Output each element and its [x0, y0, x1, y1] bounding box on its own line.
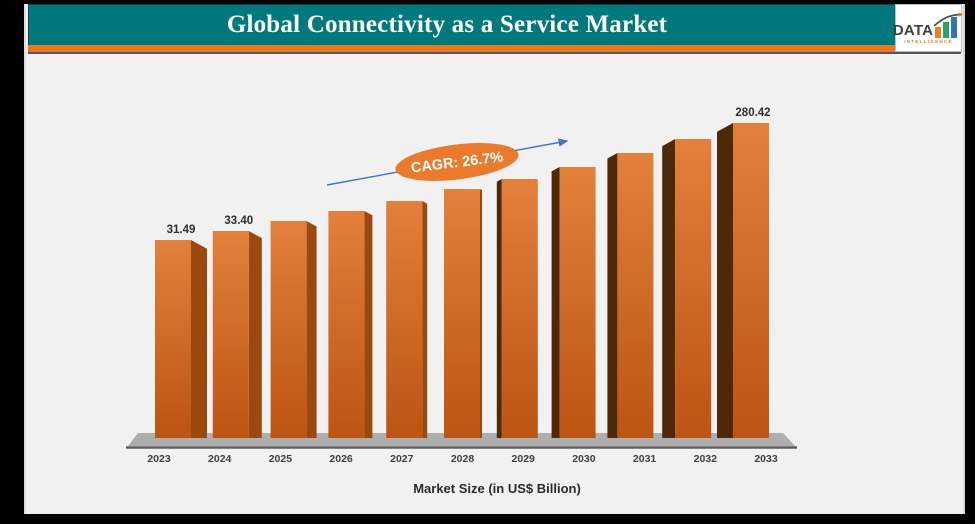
bar-2033: 280.42	[717, 107, 771, 438]
bar-front-face	[270, 221, 307, 438]
bar-front-face	[328, 211, 365, 438]
bar-front-face	[155, 240, 191, 438]
x-tick-2028: 2028	[451, 453, 475, 465]
bar-2029	[496, 179, 538, 438]
bar-front-face	[386, 201, 423, 438]
bar-2025	[270, 221, 317, 438]
bar-side-face	[496, 179, 502, 438]
bar-front-face	[733, 123, 769, 438]
logo-bars-icon	[934, 12, 963, 38]
bar-front-face	[444, 189, 480, 438]
bar-side-face	[191, 240, 207, 438]
bar-side-face	[422, 201, 428, 438]
cagr-ellipse	[395, 143, 519, 181]
bar-side-face	[306, 221, 317, 438]
bar-2024: 33.40	[212, 215, 262, 438]
bar-front-face	[675, 139, 712, 438]
cagr-badge: CAGR: 26.7%	[395, 143, 519, 181]
x-tick-2033: 2033	[754, 453, 778, 465]
logo-subtext: INTELLIGENCE	[904, 39, 953, 45]
bar-front-face	[617, 153, 654, 438]
banner-accent-stripe	[28, 45, 961, 54]
x-tick-2032: 2032	[694, 453, 718, 465]
bar-2031	[607, 153, 654, 438]
x-tick-2024: 2024	[208, 453, 232, 465]
bar-side-face	[248, 231, 262, 438]
x-tick-2030: 2030	[572, 453, 596, 465]
bar-value-label: 280.42	[735, 107, 770, 119]
title-banner: Global Connectivity as a Service Market	[28, 4, 961, 45]
x-tick-2031: 2031	[633, 453, 657, 465]
bar-front-face	[501, 179, 538, 438]
brand-logo: DATA INTELLIGENCE	[893, 4, 963, 52]
bar-2028	[444, 189, 482, 438]
x-tick-2025: 2025	[269, 453, 293, 465]
bar-2026	[328, 211, 373, 438]
bar-front-face	[212, 231, 249, 438]
slide: Global Connectivity as a Service Market …	[26, 4, 963, 514]
bar-side-face	[607, 153, 618, 438]
x-tick-2027: 2027	[390, 453, 414, 465]
bar-2027	[386, 201, 428, 438]
page-title: Global Connectivity as a Service Market	[226, 11, 668, 38]
bar-value-label: 31.49	[167, 224, 196, 236]
bar-side-face	[551, 167, 560, 438]
bar-side-face	[364, 211, 373, 438]
logo-wordmark: DATA	[892, 21, 934, 39]
bar-2030	[551, 167, 596, 438]
bar-2023: 31.49	[155, 224, 207, 438]
bar-side-face	[662, 139, 676, 438]
logo-row: DATA	[893, 12, 963, 38]
x-tick-2026: 2026	[329, 453, 353, 465]
bar-chart: 31.49 2023 33.40 2024 2025 2026 2027 2028 2029 20…	[126, 107, 797, 496]
bar-value-label: 33.40	[224, 215, 253, 227]
x-tick-2029: 2029	[512, 453, 536, 465]
bar-2032	[662, 139, 712, 438]
bar-side-face	[717, 123, 733, 438]
bar-side-face	[480, 189, 482, 438]
x-axis-title: Market Size (in US$ Billion)	[413, 481, 581, 496]
bar-front-face	[559, 167, 596, 438]
x-tick-2023: 2023	[147, 453, 171, 465]
